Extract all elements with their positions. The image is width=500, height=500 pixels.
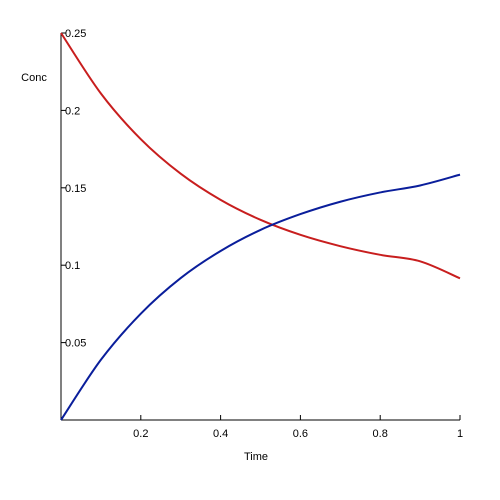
x-tick-label: 1 <box>457 428 463 440</box>
x-tick-label: 0.2 <box>133 428 148 440</box>
axes: 0.2 0.4 0.6 0.8 1 0.05 0.1 0.15 0.2 0.25 <box>60 28 463 440</box>
x-axis-label: Time <box>244 451 268 463</box>
y-tick-label: 0.1 <box>65 260 80 272</box>
y-tick-label: 0.05 <box>65 338 86 350</box>
x-tick-label: 0.4 <box>213 428 228 440</box>
series-line-1 <box>60 32 461 280</box>
series-layer <box>60 32 461 421</box>
y-tick-label: 0.25 <box>65 28 86 40</box>
x-tick-label: 0.8 <box>373 428 388 440</box>
y-tick-label: 0.15 <box>65 183 86 195</box>
y-tick-label: 0.2 <box>65 105 80 117</box>
series-line-2 <box>60 173 461 421</box>
x-tick-label: 0.6 <box>293 428 308 440</box>
y-axis-label: Conc <box>21 72 47 84</box>
